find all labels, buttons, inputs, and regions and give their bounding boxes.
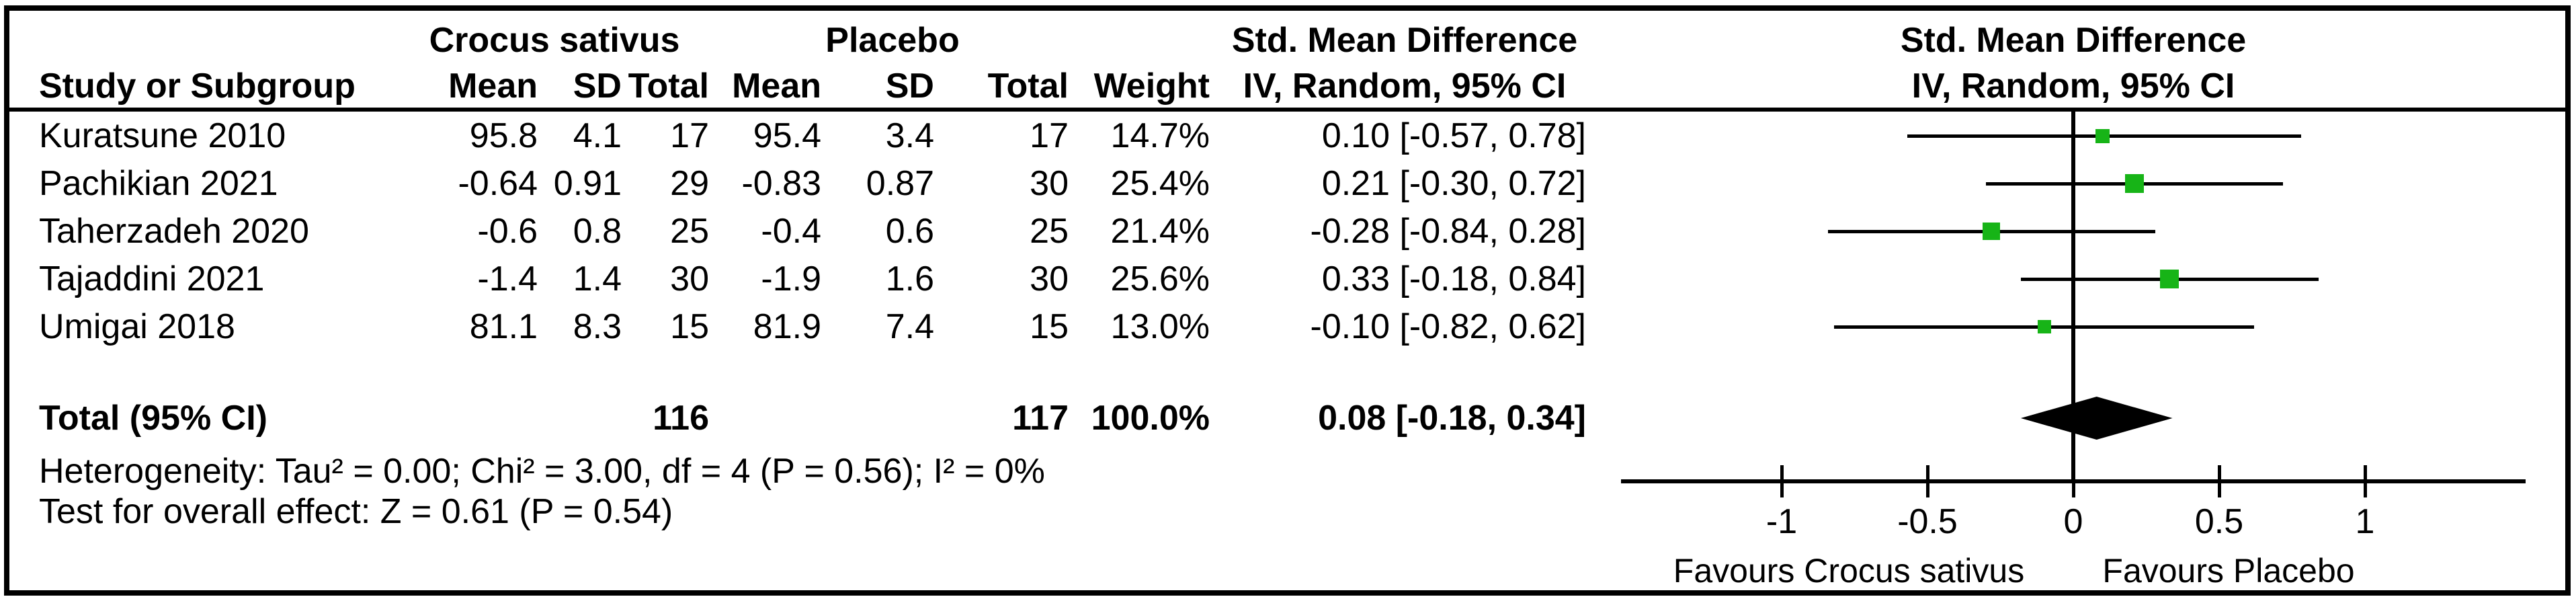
cell-total_t: 17 xyxy=(670,116,709,155)
axis-tick xyxy=(2218,465,2221,497)
cell-weight: 25.4% xyxy=(1110,164,1210,203)
cell-sd_c: 1.6 xyxy=(885,259,934,298)
cell-study: Tajaddini 2021 xyxy=(39,259,265,298)
cell-total_t: 29 xyxy=(670,164,709,203)
axis-tick-label: -0.5 xyxy=(1897,502,1958,541)
cell-mean_t: -0.6 xyxy=(477,212,538,251)
cell-sd_t: 8.3 xyxy=(573,307,622,346)
total-row-n-placebo: 117 xyxy=(1012,399,1069,438)
axis-tick xyxy=(2072,465,2075,497)
effect-square-taherzadeh-2020 xyxy=(1983,223,2001,240)
effect-square-umigai-2018 xyxy=(2037,320,2051,333)
col-header-weight: Weight xyxy=(1093,67,1210,106)
total-row-n-crocus: 116 xyxy=(653,399,709,438)
cell-total_c: 15 xyxy=(1030,307,1069,346)
cell-sd_c: 0.6 xyxy=(885,212,934,251)
cell-sd_c: 0.87 xyxy=(866,164,934,203)
cell-weight: 25.6% xyxy=(1110,259,1210,298)
axis-tick xyxy=(1926,465,1929,497)
plot-subtitle: IV, Random, 95% CI xyxy=(1911,67,2235,106)
cell-sd_t: 0.91 xyxy=(553,164,622,203)
col-header-mean-crocus: Mean xyxy=(448,67,538,106)
cell-study: Pachikian 2021 xyxy=(39,164,278,203)
cell-study: Umigai 2018 xyxy=(39,307,235,346)
cell-total_c: 30 xyxy=(1030,164,1069,203)
cell-mean_t: 81.1 xyxy=(469,307,538,346)
col-header-sd-crocus: SD xyxy=(573,67,622,106)
zero-line xyxy=(2071,112,2075,481)
cell-weight: 13.0% xyxy=(1110,307,1210,346)
cell-total_c: 30 xyxy=(1030,259,1069,298)
axis-tick-label: -1 xyxy=(1765,502,1798,541)
cell-total_c: 25 xyxy=(1030,212,1069,251)
effect-square-tajaddini-2021 xyxy=(2160,270,2179,288)
cell-study: Taherzadeh 2020 xyxy=(39,212,309,251)
cell-mean_c: -0.83 xyxy=(741,164,821,203)
cell-mean_t: 95.8 xyxy=(469,116,538,155)
cell-mean_c: -1.9 xyxy=(761,259,821,298)
overall-effect-text: Test for overall effect: Z = 0.61 (P = 0… xyxy=(39,492,673,531)
total-row-weight: 100.0% xyxy=(1091,399,1210,438)
col-header-sd-placebo: SD xyxy=(885,67,934,106)
axis-tick-label: 0 xyxy=(2063,502,2083,541)
cell-weight: 14.7% xyxy=(1110,116,1210,155)
col-header-effect-method: IV, Random, 95% CI xyxy=(1243,67,1567,106)
cell-mean_t: -1.4 xyxy=(477,259,538,298)
heterogeneity-text: Heterogeneity: Tau² = 0.00; Chi² = 3.00,… xyxy=(39,452,1045,491)
cell-weight: 21.4% xyxy=(1110,212,1210,251)
axis-tick-label: 1 xyxy=(2355,502,2375,541)
cell-sd_t: 0.8 xyxy=(573,212,622,251)
cell-sd_c: 7.4 xyxy=(885,307,934,346)
axis-tick xyxy=(2364,465,2367,497)
cell-smd_ci: 0.33 [-0.18, 0.84] xyxy=(1321,259,1586,298)
cell-total_c: 17 xyxy=(1030,116,1069,155)
favours-right-label: Favours Placebo xyxy=(2102,552,2355,590)
cell-smd_ci: -0.28 [-0.84, 0.28] xyxy=(1310,212,1587,251)
col-header-study: Study or Subgroup xyxy=(39,67,356,106)
header-rule xyxy=(9,108,2567,112)
total-row-label: Total (95% CI) xyxy=(39,399,267,438)
total-row-smd-ci: 0.08 [-0.18, 0.34] xyxy=(1318,399,1586,438)
cell-smd_ci: 0.21 [-0.30, 0.72] xyxy=(1321,164,1586,203)
col-header-mean-placebo: Mean xyxy=(732,67,821,106)
cell-sd_t: 4.1 xyxy=(573,116,622,155)
cell-total_t: 15 xyxy=(670,307,709,346)
cell-sd_c: 3.4 xyxy=(885,116,934,155)
favours-left-label: Favours Crocus sativus xyxy=(1673,552,2025,590)
cell-smd_ci: -0.10 [-0.82, 0.62] xyxy=(1310,307,1587,346)
axis-tick xyxy=(1780,465,1784,497)
cell-total_t: 25 xyxy=(670,212,709,251)
cell-total_t: 30 xyxy=(670,259,709,298)
effect-column-title: Std. Mean Difference xyxy=(1231,21,1578,60)
col-header-total-crocus: Total xyxy=(628,67,709,106)
cell-mean_c: 81.9 xyxy=(753,307,821,346)
effect-square-kuratsune-2010 xyxy=(2095,128,2110,143)
figure-border xyxy=(4,5,2571,596)
cell-mean_c: -0.4 xyxy=(761,212,821,251)
plot-title: Std. Mean Difference xyxy=(1900,21,2247,60)
col-header-total-placebo: Total xyxy=(987,67,1069,106)
axis-tick-label: 0.5 xyxy=(2194,502,2244,541)
effect-square-pachikian-2021 xyxy=(2125,174,2145,193)
cell-mean_t: -0.64 xyxy=(458,164,538,203)
cell-mean_c: 95.4 xyxy=(753,116,821,155)
cell-smd_ci: 0.10 [-0.57, 0.78] xyxy=(1321,116,1586,155)
cell-sd_t: 1.4 xyxy=(573,259,622,298)
group-header-crocus: Crocus sativus xyxy=(429,21,680,60)
group-header-placebo: Placebo xyxy=(825,21,960,60)
cell-study: Kuratsune 2010 xyxy=(39,116,286,155)
